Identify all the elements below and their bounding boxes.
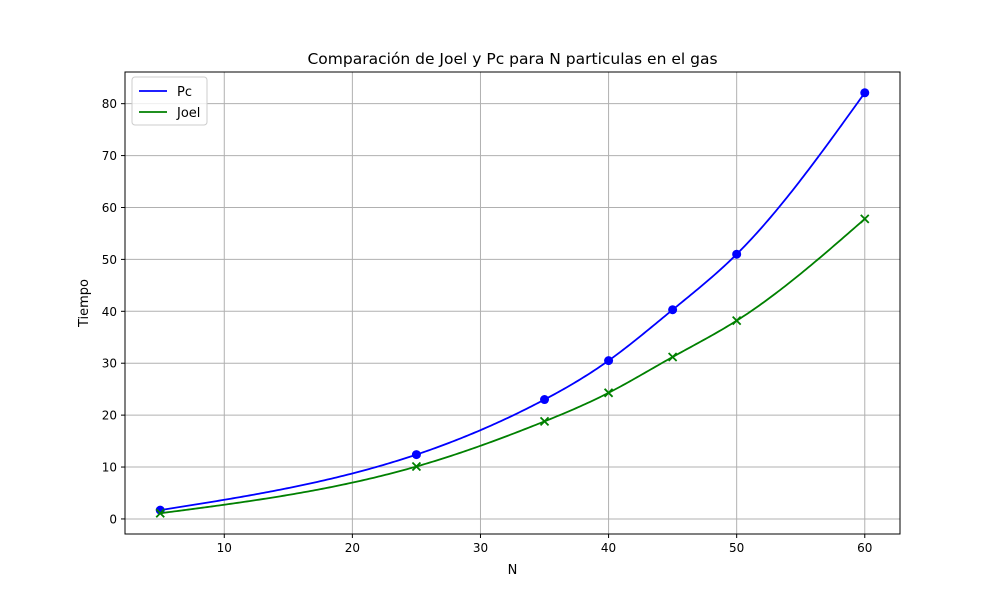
data-point-joel xyxy=(667,352,678,362)
data-point-pc xyxy=(860,88,870,98)
data-point-joel xyxy=(411,461,422,472)
data-point-joel xyxy=(732,316,742,326)
y-tick-label: 20 xyxy=(102,409,117,423)
y-tick-label: 70 xyxy=(102,149,117,163)
data-point-joel xyxy=(860,214,870,224)
x-tick-label: 30 xyxy=(473,541,488,555)
x-tick-label: 50 xyxy=(729,541,744,555)
y-tick-label: 80 xyxy=(102,97,117,111)
series-layer xyxy=(155,88,870,518)
plot-area-frame xyxy=(124,71,901,535)
x-axis-label: N xyxy=(508,563,518,578)
y-tick-label: 40 xyxy=(102,305,117,319)
x-tick-label: 10 xyxy=(217,541,232,555)
y-tick-label: 10 xyxy=(102,461,117,475)
legend: Pc Joel xyxy=(131,76,208,126)
grid xyxy=(125,72,900,534)
data-point-joel xyxy=(539,416,550,426)
data-point-joel xyxy=(603,388,614,398)
legend-label-joel: Joel xyxy=(176,106,200,121)
data-point-joel xyxy=(155,508,165,518)
y-tick-label: 0 xyxy=(109,512,117,526)
legend-box xyxy=(131,76,208,126)
x-tick-label: 20 xyxy=(345,541,360,555)
y-tick-label: 30 xyxy=(102,357,117,371)
data-point-pc xyxy=(668,305,678,315)
axis-ticks: 10 20 30 40 50 60 0 10 20 30 40 50 60 70 80 xyxy=(102,97,873,555)
series-line-joel xyxy=(160,218,866,515)
y-tick-label: 50 xyxy=(102,253,117,267)
y-tick-label: 60 xyxy=(102,201,117,215)
data-point-pc xyxy=(540,395,550,405)
legend-label-pc: Pc xyxy=(177,85,192,100)
chart-title: Comparación de Joel y Pc para N particul… xyxy=(307,50,717,68)
y-axis-label: Tiempo xyxy=(77,279,92,328)
x-tick-label: 40 xyxy=(601,541,616,555)
data-point-pc xyxy=(604,356,614,366)
x-tick-label: 60 xyxy=(857,541,872,555)
data-point-pc xyxy=(732,249,742,259)
data-point-pc xyxy=(411,450,421,460)
series-line-pc xyxy=(160,92,866,512)
